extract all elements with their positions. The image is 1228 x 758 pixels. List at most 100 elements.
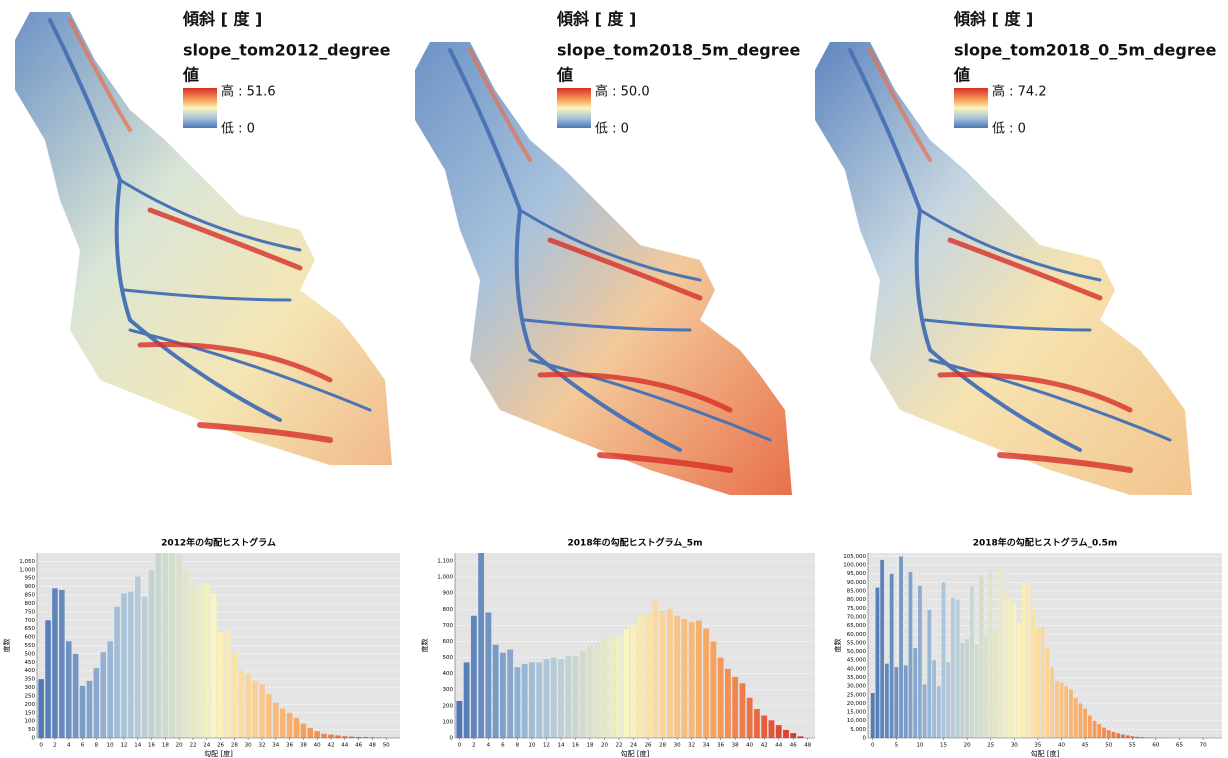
bar — [1026, 584, 1031, 738]
bar — [965, 639, 970, 738]
chart-title: 2012年の勾配ヒストグラム — [161, 537, 276, 549]
bar — [300, 723, 307, 738]
y-tick-label: 500 — [25, 651, 36, 657]
bar — [1116, 733, 1121, 738]
bar — [252, 680, 258, 738]
bar — [889, 573, 894, 738]
legend-label: 値 — [953, 66, 970, 85]
bar — [536, 662, 543, 738]
x-tick-label: 60 — [1152, 743, 1159, 749]
x-tick-label: 16 — [572, 743, 579, 749]
bar — [321, 733, 327, 738]
bar — [594, 643, 601, 738]
bar — [114, 606, 120, 738]
y-tick-label: 0 — [863, 736, 867, 742]
x-tick-label: 14 — [557, 743, 564, 749]
x-tick-label: 30 — [245, 743, 252, 749]
x-axis-title: 勾配 [度] — [1031, 749, 1060, 758]
x-tick-label: 48 — [369, 743, 376, 749]
bar — [572, 655, 579, 738]
y-tick-label: 15,000 — [847, 710, 867, 716]
legend-label: 値 — [556, 66, 573, 85]
bar — [941, 582, 946, 738]
bar — [176, 554, 182, 738]
x-tick-label: 16 — [148, 743, 155, 749]
y-tick-label: 900 — [25, 584, 36, 590]
y-tick-label: 950 — [25, 576, 36, 582]
x-tick-label: 4 — [487, 743, 491, 749]
bar — [335, 735, 341, 738]
bar — [710, 641, 717, 738]
bar — [45, 620, 51, 738]
y-tick-label: 300 — [25, 685, 36, 691]
y-tick-label: 95,000 — [847, 571, 867, 577]
legend-high: 高 : 74.2 — [992, 84, 1047, 100]
x-tick-label: 25 — [987, 743, 994, 749]
x-tick-label: 24 — [203, 743, 210, 749]
x-tick-label: 38 — [732, 743, 739, 749]
bar — [903, 665, 908, 738]
y-tick-label: 1,050 — [19, 559, 35, 565]
bar — [974, 644, 979, 738]
chart-title: 2018年の勾配ヒストグラム_5m — [568, 537, 703, 549]
y-tick-label: 250 — [25, 693, 36, 699]
x-tick-label: 20 — [964, 743, 971, 749]
bar — [1069, 689, 1073, 738]
bar — [190, 583, 196, 738]
bar — [558, 659, 564, 738]
y-tick-label: 200 — [25, 702, 36, 708]
x-tick-label: 8 — [516, 743, 520, 749]
x-tick-label: 22 — [189, 743, 196, 749]
x-tick-label: 36 — [717, 743, 724, 749]
x-tick-label: 50 — [1105, 743, 1112, 749]
x-tick-label: 5 — [895, 743, 899, 749]
bar — [148, 569, 155, 738]
layer-name: slope_tom2018_5m_degree — [557, 41, 800, 60]
bar — [908, 572, 913, 738]
y-tick-label: 450 — [25, 660, 36, 666]
x-tick-label: 32 — [258, 743, 265, 749]
x-tick-label: 10 — [107, 743, 114, 749]
y-tick-label: 30,000 — [847, 684, 867, 690]
legend-low: 低 : 0 — [992, 122, 1026, 137]
bar — [1135, 736, 1139, 738]
x-tick-label: 46 — [790, 743, 797, 749]
x-axis-title: 勾配 [度] — [204, 749, 233, 758]
y-tick-label: 100,000 — [843, 563, 866, 569]
bar — [1007, 597, 1012, 738]
bar — [870, 693, 875, 738]
bar — [946, 661, 951, 738]
y-tick-label: 350 — [25, 677, 36, 683]
map-legend: 傾斜 [ 度 ] slope_tom2018_0_5m_degree 値 高 :… — [953, 10, 1217, 137]
bar — [342, 736, 348, 738]
x-tick-label: 55 — [1129, 743, 1136, 749]
y-tick-label: 150 — [25, 710, 36, 716]
bar — [565, 655, 572, 738]
bar — [936, 686, 941, 738]
x-tick-label: 34 — [703, 743, 710, 749]
bar — [38, 679, 44, 738]
bar — [1106, 730, 1111, 738]
bar — [899, 556, 903, 738]
legend-label: 値 — [182, 66, 199, 85]
bar — [1097, 724, 1102, 738]
x-tick-label: 8 — [95, 743, 99, 749]
bar — [231, 652, 238, 738]
x-tick-label: 18 — [587, 743, 594, 749]
x-tick-label: 20 — [176, 743, 183, 749]
bar — [587, 646, 593, 738]
y-tick-label: 40,000 — [847, 666, 867, 672]
bar — [1031, 610, 1036, 738]
x-tick-label: 30 — [1011, 743, 1018, 749]
y-axis-title: 度数 — [2, 639, 11, 653]
bar — [922, 684, 927, 738]
bar — [732, 676, 739, 738]
bar — [169, 553, 176, 738]
map — [815, 42, 1192, 495]
y-tick-label: 70,000 — [847, 614, 867, 620]
bar — [1083, 708, 1088, 738]
bar — [1017, 622, 1021, 738]
x-tick-label: 10 — [528, 743, 535, 749]
x-tick-label: 38 — [300, 743, 307, 749]
